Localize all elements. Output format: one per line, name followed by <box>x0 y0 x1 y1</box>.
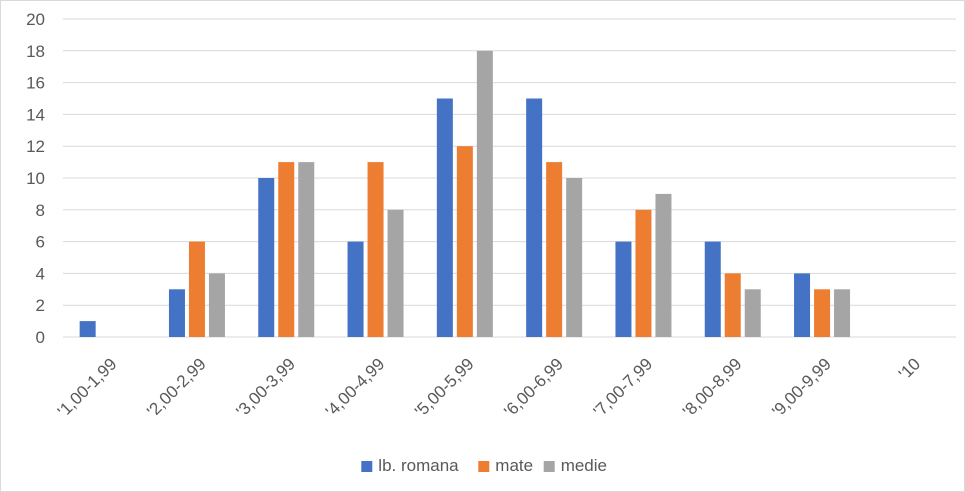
legend-item: medie <box>543 456 607 475</box>
bar-mate <box>724 273 741 337</box>
legend-label: mate <box>495 456 533 475</box>
y-tick-label: 18 <box>26 42 45 61</box>
legend-item: mate <box>478 456 533 475</box>
bar-mate <box>546 162 563 337</box>
legend-swatch <box>361 461 373 472</box>
y-tick-label: 6 <box>36 233 45 252</box>
y-tick-label: 4 <box>36 264 45 283</box>
legend-label: medie <box>561 456 607 475</box>
bar-medie <box>566 178 583 337</box>
y-tick-label: 12 <box>26 137 45 156</box>
bars <box>79 50 851 338</box>
bar-lb-romana <box>704 241 721 337</box>
legend-swatch <box>478 461 490 472</box>
y-tick-label: 14 <box>26 105 45 124</box>
x-tick-label: '6,00-6,99 <box>500 354 567 421</box>
x-axis: '1,00-1,99 '2,00-2,99 '3,00-3,99 '4,00-4,99… <box>54 354 924 421</box>
legend-swatch <box>543 461 555 472</box>
bar-mate <box>814 289 831 337</box>
y-tick-label: 0 <box>36 328 45 347</box>
x-tick-label: '2,00-2,99 <box>143 354 210 421</box>
bar-mate <box>278 162 295 337</box>
legend-item: lb. romana <box>361 456 459 475</box>
x-tick-label: '3,00-3,99 <box>233 354 300 421</box>
bar-mate <box>367 162 384 337</box>
y-tick-label: 2 <box>36 296 45 315</box>
bar-lb-romana <box>794 273 811 337</box>
x-tick-label: '10 <box>895 354 924 383</box>
bar-mate <box>456 146 473 337</box>
bar-lb-romana <box>615 241 632 337</box>
bar-mate <box>188 241 205 337</box>
legend: lb. romana mate medie <box>361 456 607 475</box>
x-tick-label: '4,00-4,99 <box>322 354 389 421</box>
x-tick-label: '9,00-9,99 <box>768 354 835 421</box>
bar-lb-romana <box>347 241 364 337</box>
bar-lb-romana <box>526 98 543 337</box>
bar-mate <box>635 209 652 337</box>
legend-label: lb. romana <box>378 456 459 475</box>
bar-medie <box>387 209 404 337</box>
x-tick-label: '8,00-8,99 <box>679 354 746 421</box>
bar-medie <box>298 162 315 337</box>
bar-medie <box>744 289 761 337</box>
bar-lb-romana <box>168 289 185 337</box>
y-tick-label: 10 <box>26 169 45 188</box>
x-tick-label: '7,00-7,99 <box>590 354 657 421</box>
bar-lb-romana <box>79 321 96 337</box>
y-tick-label: 20 <box>26 10 45 29</box>
x-tick-label: '5,00-5,99 <box>411 354 478 421</box>
y-tick-label: 16 <box>26 74 45 93</box>
y-tick-label: 8 <box>36 201 45 220</box>
y-axis: 0 2 4 6 8 10 12 14 16 18 20 <box>26 10 45 347</box>
bar-medie <box>208 273 225 337</box>
bar-lb-romana <box>436 98 453 337</box>
bar-medie <box>834 289 851 337</box>
bar-medie <box>476 50 493 338</box>
x-tick-label: '1,00-1,99 <box>54 354 121 421</box>
bar-lb-romana <box>258 178 275 337</box>
bar-medie <box>655 193 672 337</box>
